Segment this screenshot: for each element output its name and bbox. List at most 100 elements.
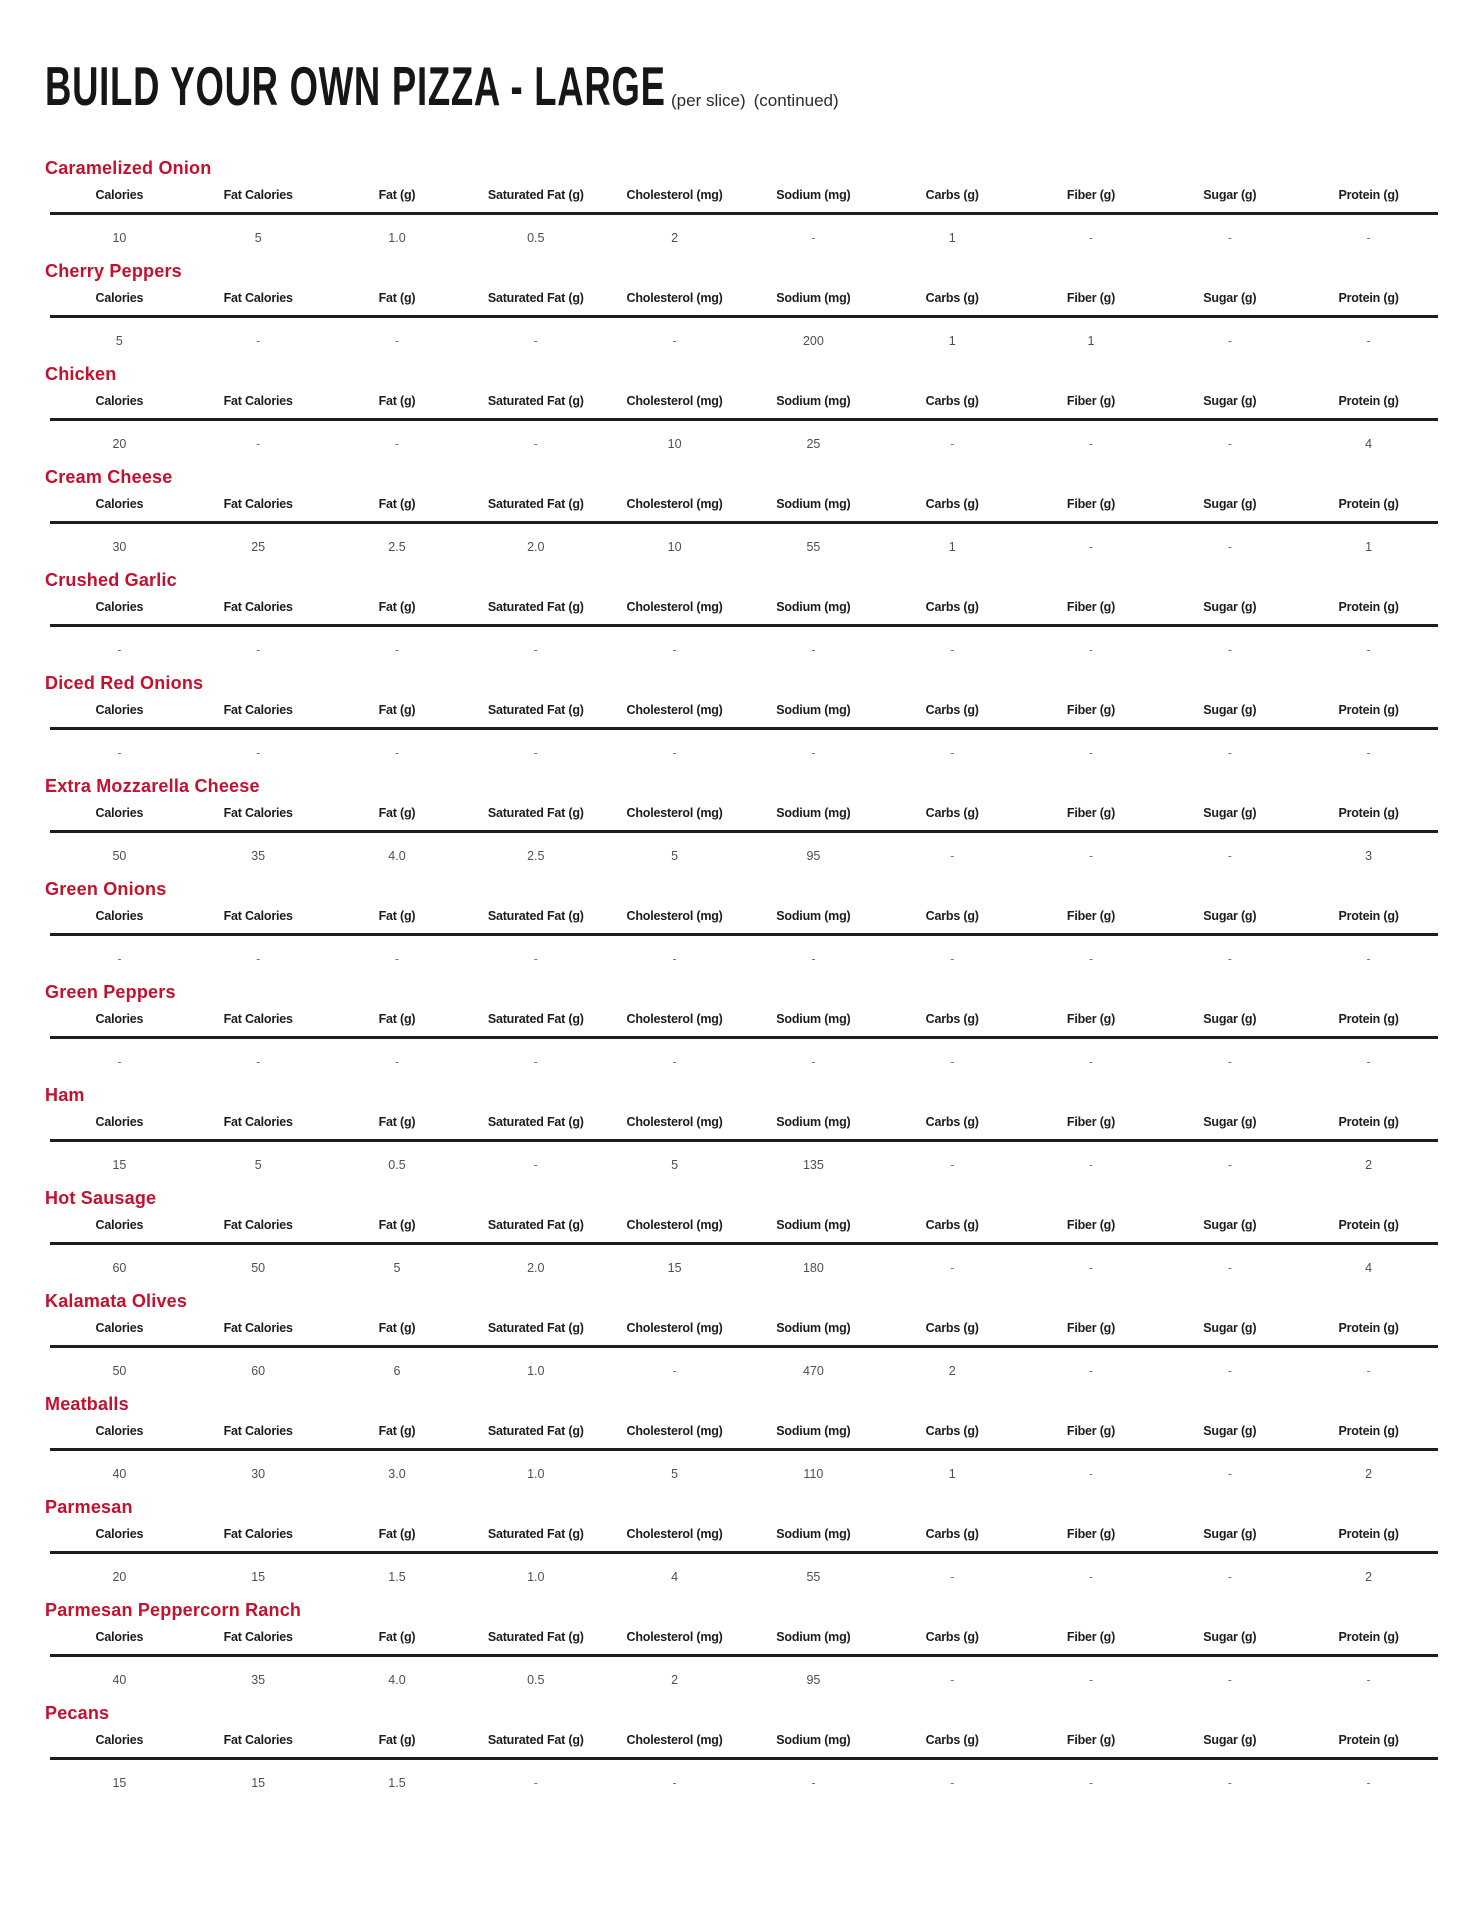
column-header: Sugar (g) <box>1203 909 1257 923</box>
column-header: Protein (g) <box>1338 703 1399 717</box>
value-cell: - <box>1366 643 1371 657</box>
column-header: Fat (g) <box>378 1218 416 1232</box>
column-header: Saturated Fat (g) <box>487 703 584 717</box>
value-cell: - <box>1088 1055 1094 1069</box>
value-cell: 180 <box>802 1261 824 1275</box>
value-cell: 15 <box>667 1261 682 1275</box>
column-header: Cholesterol (mg) <box>626 1630 723 1644</box>
value-cell: 3.0 <box>388 1467 406 1481</box>
ingredient-name: Parmesan <box>45 1497 133 1517</box>
value-cell: 25 <box>806 437 821 451</box>
column-header: Fat Calories <box>223 188 293 202</box>
column-header: Fat (g) <box>378 1321 416 1335</box>
header-rule <box>50 315 1438 318</box>
column-header: Fat Calories <box>223 291 293 305</box>
value-cell: - <box>1088 952 1094 966</box>
column-header: Fat Calories <box>223 1733 293 1747</box>
value-cell: - <box>533 952 538 966</box>
value-cell: 470 <box>802 1364 824 1378</box>
value-cell: - <box>256 746 261 760</box>
column-header: Sugar (g) <box>1203 1115 1257 1129</box>
column-header-row: Calories Fat Calories Fat (g) Saturated Fat… <box>50 1115 1438 1139</box>
value-cell: 10 <box>667 437 682 451</box>
column-header: Cholesterol (mg) <box>626 909 723 923</box>
header-rule <box>50 1757 1438 1760</box>
ingredient-sections: Caramelized Onion Calories Fat Calories Fa… <box>45 158 1438 1791</box>
value-cell: - <box>1227 952 1232 966</box>
column-header: Fiber (g) <box>1066 806 1116 820</box>
header-rule <box>50 521 1438 524</box>
column-header-row: Calories Fat Calories Fat (g) Saturated Fat… <box>50 1218 1438 1242</box>
column-header: Carbs (g) <box>925 1527 979 1541</box>
ingredient-name: Meatballs <box>45 1394 129 1414</box>
column-header: Sugar (g) <box>1203 600 1257 614</box>
column-header: Cholesterol (mg) <box>626 703 723 717</box>
column-header: Saturated Fat (g) <box>487 394 584 408</box>
ingredient-section: Hot Sausage Calories Fat Calories Fat (g) S… <box>45 1188 1438 1276</box>
value-cell: - <box>1088 1776 1094 1790</box>
column-header: Fat Calories <box>223 1321 293 1335</box>
column-header: Sodium (mg) <box>776 703 851 717</box>
column-header: Saturated Fat (g) <box>487 600 584 614</box>
column-header: Protein (g) <box>1338 1115 1399 1129</box>
column-header: Calories <box>95 394 144 408</box>
column-header: Sugar (g) <box>1203 806 1257 820</box>
value-cell: - <box>1227 1776 1232 1790</box>
column-header: Fat (g) <box>378 1115 416 1129</box>
column-header: Fiber (g) <box>1066 497 1116 511</box>
value-cell: 95 <box>806 1673 821 1687</box>
column-header: Saturated Fat (g) <box>487 1424 584 1438</box>
ingredient-section: Chicken Calories Fat Calories Fat (g) Satur… <box>45 364 1438 452</box>
column-header: Sugar (g) <box>1203 1218 1257 1232</box>
column-header: Sugar (g) <box>1203 291 1257 305</box>
ingredient-name: Ham <box>45 1085 85 1105</box>
ingredient-section: Cherry Peppers Calories Fat Calories Fat (… <box>45 261 1438 349</box>
value-cell: 2 <box>1365 1158 1373 1172</box>
value-cell: - <box>117 643 122 657</box>
column-header: Protein (g) <box>1338 497 1399 511</box>
value-cell: - <box>1227 1467 1232 1481</box>
column-header: Fat (g) <box>378 1630 416 1644</box>
column-header: Fiber (g) <box>1066 1321 1116 1335</box>
value-cell: - <box>672 746 677 760</box>
ingredient-name: Kalamata Olives <box>45 1291 188 1311</box>
value-cell: 55 <box>806 540 821 554</box>
column-header: Calories <box>95 1424 144 1438</box>
value-cell: 4 <box>1365 437 1373 451</box>
column-header-row: Calories Fat Calories Fat (g) Saturated Fat… <box>50 703 1438 727</box>
column-header: Sodium (mg) <box>776 1115 851 1129</box>
value-cell: - <box>256 334 261 348</box>
column-header: Sodium (mg) <box>776 1218 851 1232</box>
column-header: Fiber (g) <box>1066 1733 1116 1747</box>
value-cell: - <box>394 1055 400 1069</box>
value-cell: 60 <box>112 1261 127 1275</box>
value-cell: 30 <box>112 540 127 554</box>
value-cell: - <box>533 746 538 760</box>
column-header: Protein (g) <box>1338 1321 1399 1335</box>
column-header: Fiber (g) <box>1066 1115 1116 1129</box>
value-cell: 110 <box>803 1467 824 1481</box>
column-header: Sugar (g) <box>1203 188 1257 202</box>
value-cell: - <box>1366 952 1371 966</box>
value-cell: 2 <box>948 1364 956 1378</box>
header-rule <box>50 727 1438 730</box>
value-cell: 2 <box>671 231 679 245</box>
column-header: Carbs (g) <box>925 1012 979 1026</box>
value-cell: - <box>1227 643 1232 657</box>
value-cell: - <box>1088 540 1094 554</box>
column-header: Protein (g) <box>1338 600 1399 614</box>
value-cell: - <box>811 746 816 760</box>
nutrition-value-row: 40 30 3.0 1.0 5 110 1 - - 2 <box>50 1451 1438 1482</box>
value-cell: - <box>1088 849 1094 863</box>
value-cell: - <box>950 1055 955 1069</box>
column-header: Carbs (g) <box>925 909 979 923</box>
ingredient-section: Parmesan Calories Fat Calories Fat (g) Satu… <box>45 1497 1438 1585</box>
column-header: Sugar (g) <box>1203 394 1257 408</box>
value-cell: 4.0 <box>388 1673 406 1687</box>
value-cell: - <box>672 334 677 348</box>
value-cell: 1.5 <box>388 1776 406 1790</box>
nutrition-value-row: 15 5 0.5 - 5 135 - - - 2 <box>50 1142 1438 1173</box>
header-rule <box>50 1654 1438 1657</box>
column-header: Fat (g) <box>378 497 416 511</box>
column-header: Sugar (g) <box>1203 1321 1257 1335</box>
